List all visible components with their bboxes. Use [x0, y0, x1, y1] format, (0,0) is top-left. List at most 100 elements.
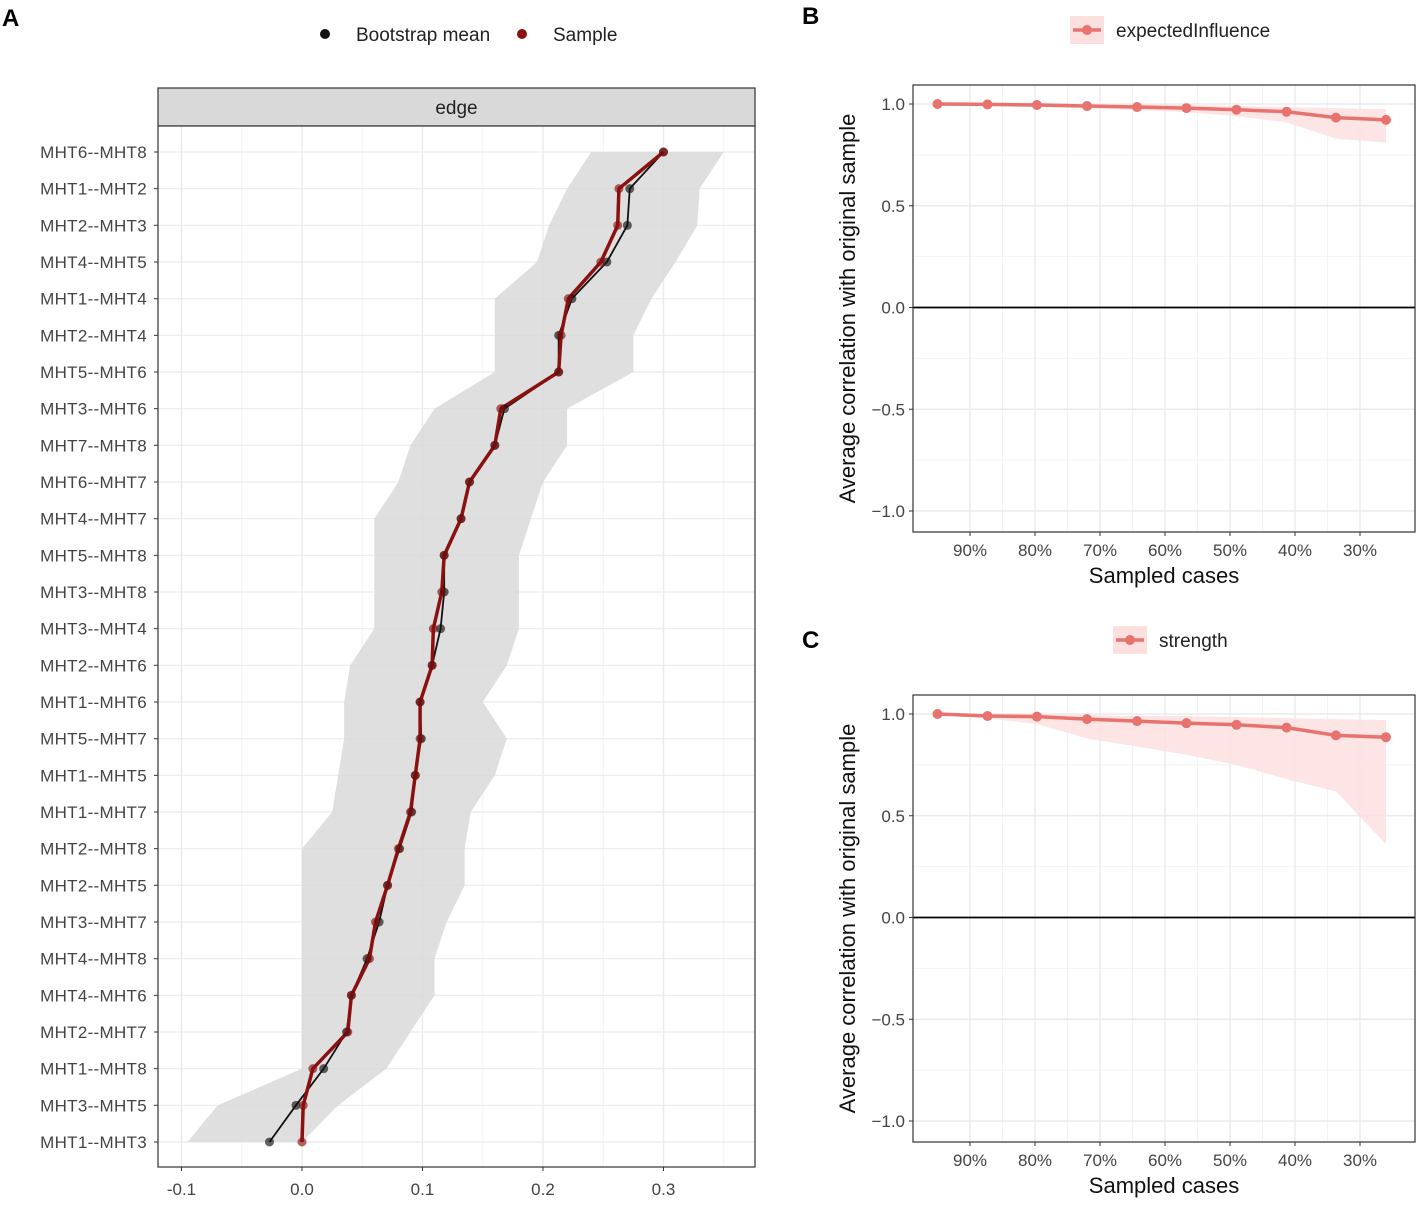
- sample-point: [415, 734, 425, 744]
- stability-point: [1231, 104, 1242, 115]
- y-tick-label: MHT4--MHT6: [40, 986, 147, 1005]
- bootstrap-mean-point: [291, 1100, 301, 1110]
- stability-point: [1031, 100, 1042, 111]
- y-tick-label: MHT1--MHT4: [40, 290, 147, 309]
- y-tick-label: 0.5: [881, 807, 905, 826]
- sample-point: [428, 624, 438, 634]
- panel-a-edge-bootstrap-chart: Bootstrap mean Sample edge MHT6--MHT8 MHT1--…: [40, 25, 756, 1199]
- sample-point: [596, 257, 606, 267]
- x-tick-label: 70%: [1083, 1151, 1117, 1170]
- y-tick-label: MHT7--MHT8: [40, 436, 147, 455]
- y-tick-label: MHT3--MHT7: [40, 913, 147, 932]
- y-tick-label: MHT4--MHT5: [40, 253, 147, 272]
- legend-label-expectedinfluence: expectedInfluence: [1116, 21, 1270, 42]
- y-tick-label: −0.5: [871, 400, 905, 419]
- x-axis-title: Sampled cases: [1089, 563, 1239, 588]
- sample-line: [300, 150, 665, 1143]
- x-tick-label: 0.0: [290, 1180, 314, 1199]
- x-tick-label: 60%: [1148, 1151, 1182, 1170]
- x-tick-label: 60%: [1148, 541, 1182, 560]
- sample-point: [659, 147, 668, 157]
- y-tick-label: MHT2--MHT5: [40, 876, 147, 895]
- y-tick-label: −1.0: [871, 502, 905, 521]
- bootstrap-ci-band: [187, 152, 724, 1142]
- legend-label-bootstrap-mean: Bootstrap mean: [356, 25, 490, 46]
- stability-point: [932, 709, 943, 719]
- y-tick-label: −1.0: [871, 1112, 905, 1131]
- y-tick-label: MHT5--MHT8: [40, 546, 147, 565]
- sample-point: [415, 697, 425, 707]
- sample-point: [554, 367, 564, 377]
- legend-key-bootstrap-mean: [320, 29, 330, 39]
- y-tick-label: MHT2--MHT3: [40, 216, 147, 235]
- x-tick-label: 0.1: [411, 1180, 435, 1199]
- y-tick-label: 0.0: [881, 909, 905, 928]
- sample-point: [437, 587, 447, 597]
- bootstrap-mean-point: [319, 1064, 329, 1074]
- legend-key-sample: [517, 29, 527, 39]
- sample-point: [613, 220, 623, 230]
- bootstrap-mean-point: [625, 184, 635, 194]
- y-tick-label: MHT1--MHT8: [40, 1060, 147, 1079]
- stability-point: [1381, 114, 1391, 125]
- y-tick-label: MHT1--MHT6: [40, 693, 147, 712]
- y-tick-label: 1.0: [881, 705, 905, 724]
- y-tick-label: MHT5--MHT6: [40, 363, 147, 382]
- sample-point: [464, 477, 474, 487]
- sample-point: [456, 514, 466, 524]
- legend: Bootstrap mean Sample: [320, 25, 617, 46]
- y-tick-label: MHT2--MHT7: [40, 1023, 147, 1042]
- x-tick-label: 90%: [953, 541, 987, 560]
- sample-point: [298, 1100, 308, 1110]
- y-tick-label: MHT2--MHT4: [40, 326, 147, 345]
- y-axis-title: Average correlation with original sample: [835, 724, 860, 1114]
- stability-line: [937, 712, 1387, 739]
- bootstrap-mean-point: [436, 624, 446, 634]
- sample-point: [308, 1064, 318, 1074]
- stability-point: [932, 99, 943, 109]
- legend: strength: [1113, 626, 1228, 654]
- x-tick-label: 40%: [1278, 1151, 1312, 1170]
- stability-point: [982, 99, 993, 110]
- sample-point: [614, 184, 624, 194]
- stability-band: [937, 104, 1386, 143]
- facet-strip: [157, 87, 756, 127]
- stability-point: [1231, 719, 1242, 730]
- y-tick-label: MHT3--MHT6: [40, 400, 147, 419]
- y-tick-label: MHT3--MHT4: [40, 620, 147, 639]
- x-tick-label: 70%: [1083, 541, 1117, 560]
- sample-point: [405, 807, 415, 817]
- stability-point: [1330, 730, 1341, 741]
- x-tick-label: 80%: [1018, 1151, 1052, 1170]
- plot-background: [913, 85, 1415, 532]
- y-tick-label: MHT2--MHT8: [40, 840, 147, 859]
- y-tick-label: MHT1--MHT2: [40, 180, 147, 199]
- facet-strip-label: edge: [435, 98, 477, 119]
- x-axis-title: Sampled cases: [1089, 1173, 1239, 1198]
- sample-point: [393, 844, 403, 854]
- stability-point: [1132, 716, 1143, 727]
- stability-point: [1031, 711, 1042, 722]
- stability-line: [937, 102, 1387, 122]
- bootstrap-mean-point: [264, 1137, 274, 1147]
- panel-label-b: B: [802, 3, 819, 30]
- y-tick-label: MHT3--MHT8: [40, 583, 147, 602]
- y-tick-label: MHT3--MHT5: [40, 1096, 147, 1115]
- plot-frame: [157, 125, 756, 1168]
- stability-band: [937, 714, 1386, 845]
- sample-point: [371, 917, 381, 927]
- y-tick-label: MHT1--MHT7: [40, 803, 147, 822]
- sample-point: [439, 550, 449, 560]
- legend-key-point: [1082, 25, 1092, 35]
- sample-point: [346, 990, 356, 1000]
- x-tick-label: 0.3: [652, 1180, 676, 1199]
- sample-point: [383, 880, 393, 890]
- bootstrap-mean-point: [622, 220, 632, 230]
- x-tick-label: 80%: [1018, 541, 1052, 560]
- plot-frame: [912, 84, 1416, 533]
- panel-c-strength-stability-chart: strength −1.0 −0.5 0.0 0.5 1.0 90% 80% 70% 60% 50%…: [835, 626, 1416, 1198]
- stability-point: [1381, 732, 1391, 743]
- y-tick-label: MHT6--MHT7: [40, 473, 147, 492]
- stability-point: [1281, 106, 1292, 117]
